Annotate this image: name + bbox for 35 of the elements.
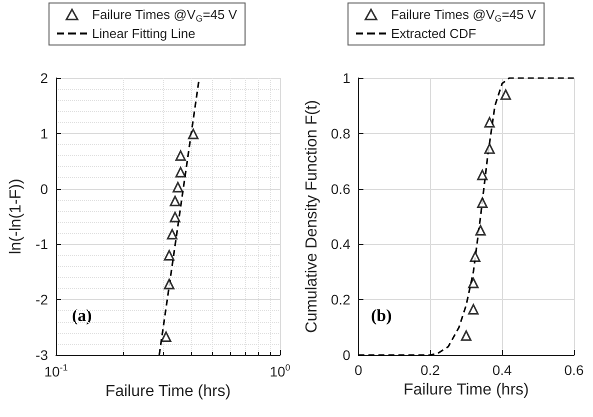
- point: [477, 197, 488, 208]
- point: [470, 251, 480, 262]
- y-tick-label: -3: [36, 347, 48, 363]
- y-tick-label: 0: [342, 347, 351, 363]
- y-tick-label: 2: [40, 70, 48, 86]
- x-tick-label: 0: [354, 362, 362, 378]
- point: [460, 330, 472, 341]
- legend-label: Extracted CDF: [391, 26, 476, 41]
- x-tick-label: 0.2: [420, 362, 440, 378]
- annotation: (b): [371, 306, 392, 325]
- y-tick-label: 0.4: [330, 236, 351, 252]
- x-axis-title: Failure Time (hrs): [404, 381, 529, 398]
- annotation: (a): [72, 306, 92, 325]
- legend-label: Linear Fitting Line: [92, 26, 196, 41]
- y-tick-label: 0.6: [330, 180, 351, 197]
- y-tick-label: -1: [36, 236, 48, 252]
- x-tick-label: 0.6: [564, 362, 584, 378]
- x-tick-label: 0.4: [492, 362, 512, 378]
- line-series: [358, 77, 575, 356]
- x-axis-title: Failure Time (hrs): [105, 382, 231, 400]
- y-axis-title: Cumulative Density Function F(t): [304, 100, 320, 333]
- point: [484, 143, 495, 154]
- y-tick-label: 0.8: [330, 125, 351, 142]
- point: [500, 89, 512, 100]
- point: [484, 117, 495, 128]
- y-tick-label: -2: [36, 292, 48, 308]
- y-tick-label: 1: [40, 125, 48, 142]
- point: [468, 278, 479, 288]
- y-tick-label: 1: [342, 70, 351, 86]
- y-axis-title: ln(-ln(1-F)): [8, 178, 24, 254]
- point: [477, 170, 488, 180]
- y-tick-label: 0.2: [330, 292, 351, 308]
- y-tick-label: 0: [40, 180, 48, 197]
- point: [468, 304, 479, 315]
- point: [475, 225, 486, 236]
